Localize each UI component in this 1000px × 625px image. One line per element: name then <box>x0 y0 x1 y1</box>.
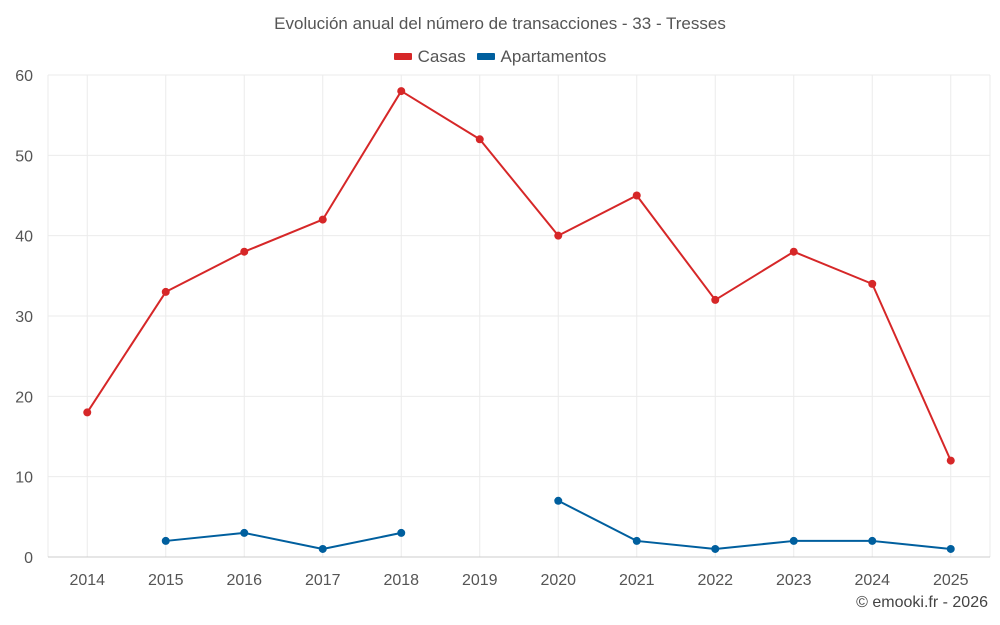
series-line-apartamentos-0 <box>165 531 402 550</box>
y-tick-label-30: 30 <box>15 309 33 326</box>
x-tick-label-2018: 2018 <box>383 572 419 589</box>
data-point-casas-2016 <box>240 247 249 256</box>
x-tick-label-2017: 2017 <box>305 572 341 589</box>
legend-swatch-casas <box>393 53 412 60</box>
data-point-casas-2023 <box>789 247 798 256</box>
x-tick-label-2019: 2019 <box>462 572 498 589</box>
x-tick-label-2023: 2023 <box>776 572 812 589</box>
data-point-apartamentos-2016 <box>240 528 249 537</box>
data-point-casas-2024 <box>868 279 877 288</box>
legend-swatch-apartamentos <box>476 53 495 60</box>
y-tick-label-10: 10 <box>15 470 33 487</box>
x-tick-label-2020: 2020 <box>540 572 576 589</box>
legend-item-casas[interactable]: Casas <box>393 46 466 67</box>
x-tick-label-2024: 2024 <box>854 572 890 589</box>
x-tick-label-2015: 2015 <box>148 572 184 589</box>
x-tick-label-2025: 2025 <box>933 572 969 589</box>
legend-label-apartamentos: Apartamentos <box>500 46 607 66</box>
data-point-apartamentos-2020 <box>554 496 563 505</box>
data-point-apartamentos-2023 <box>789 536 798 545</box>
data-point-casas-2015 <box>161 287 170 296</box>
chart-legend: Casas Apartamentos <box>0 45 1000 67</box>
x-tick-label-2014: 2014 <box>69 572 105 589</box>
data-point-casas-2014 <box>83 408 92 417</box>
data-point-apartamentos-2018 <box>397 528 406 537</box>
data-point-casas-2020 <box>554 231 563 240</box>
data-point-apartamentos-2015 <box>161 536 170 545</box>
data-point-apartamentos-2017 <box>318 544 327 553</box>
data-point-casas-2019 <box>475 135 484 144</box>
series-line-casas-0 <box>86 90 952 462</box>
data-point-casas-2017 <box>318 215 327 224</box>
chart-title: Evolución anual del número de transaccio… <box>274 14 726 33</box>
data-point-apartamentos-2024 <box>868 536 877 545</box>
y-tick-label-50: 50 <box>15 148 33 165</box>
y-tick-label-20: 20 <box>15 389 33 406</box>
legend-item-apartamentos[interactable]: Apartamentos <box>476 46 607 67</box>
data-point-apartamentos-2021 <box>632 536 641 545</box>
y-tick-label-60: 60 <box>15 68 33 85</box>
series-line-apartamentos-1 <box>557 499 951 550</box>
x-tick-label-2016: 2016 <box>226 572 262 589</box>
y-tick-label-0: 0 <box>24 550 33 567</box>
data-point-apartamentos-2022 <box>711 544 720 553</box>
data-point-casas-2021 <box>632 191 641 200</box>
x-tick-label-2021: 2021 <box>619 572 655 589</box>
credit-text: © emooki.fr - 2026 <box>856 594 988 611</box>
data-point-apartamentos-2025 <box>946 544 955 553</box>
y-tick-label-40: 40 <box>15 229 33 246</box>
data-point-casas-2025 <box>946 456 955 465</box>
legend-label-casas: Casas <box>417 46 466 66</box>
data-point-casas-2018 <box>397 87 406 96</box>
x-tick-label-2022: 2022 <box>697 572 733 589</box>
data-point-casas-2022 <box>711 295 720 304</box>
